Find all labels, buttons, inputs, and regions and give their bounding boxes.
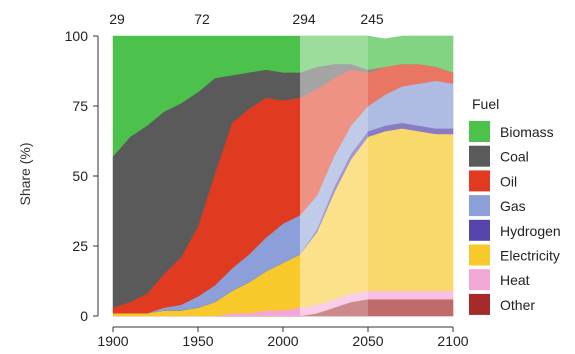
legend-label-hydrogen: Hydrogen xyxy=(500,223,561,239)
top-label: 245 xyxy=(360,11,384,27)
x-tick-label: 1950 xyxy=(182,333,213,349)
legend: Fuel Biomass Coal Oil Gas Hydrogen Electricit… xyxy=(469,96,561,315)
legend-label-electricity: Electricity xyxy=(500,248,560,264)
x-tick-label: 2100 xyxy=(437,333,468,349)
legend-swatch-oil xyxy=(469,170,490,192)
forecast-overlays xyxy=(300,36,453,316)
y-tick-label: 50 xyxy=(72,168,88,184)
y-tick-label: 100 xyxy=(65,28,89,44)
legend-label-oil: Oil xyxy=(500,173,517,189)
top-labels: 29 72 294 245 xyxy=(109,11,384,27)
x-tick-label: 2050 xyxy=(352,333,383,349)
legend-title: Fuel xyxy=(472,96,499,112)
top-label: 72 xyxy=(194,11,210,27)
top-label: 294 xyxy=(292,11,316,27)
legend-swatch-gas xyxy=(469,195,490,217)
legend-swatch-coal xyxy=(469,145,490,167)
y-tick-label: 0 xyxy=(80,308,88,324)
forecast-band-1 xyxy=(300,36,368,316)
legend-label-heat: Heat xyxy=(500,272,530,288)
y-tick-label: 75 xyxy=(72,98,88,114)
legend-swatch-hydrogen xyxy=(469,219,490,241)
x-tick-label: 1900 xyxy=(97,333,128,349)
legend-label-biomass: Biomass xyxy=(500,124,554,140)
axes: 0 25 50 75 100 1900 1950 2000 2050 2100 xyxy=(65,28,469,349)
area-biomass xyxy=(112,35,454,158)
y-tick-label: 25 xyxy=(72,238,88,254)
y-axis-label: Share (%) xyxy=(17,142,33,205)
legend-label-gas: Gas xyxy=(500,198,526,214)
x-tick-label: 2000 xyxy=(267,333,298,349)
legend-label-coal: Coal xyxy=(500,149,529,165)
top-label: 29 xyxy=(109,11,125,27)
legend-label-other: Other xyxy=(500,297,535,313)
legend-swatch-heat xyxy=(469,269,490,291)
legend-swatch-other xyxy=(469,293,490,315)
forecast-band-2 xyxy=(368,36,453,316)
legend-swatch-electricity xyxy=(469,244,490,266)
legend-swatch-biomass xyxy=(469,121,490,142)
plot-area xyxy=(112,35,454,317)
